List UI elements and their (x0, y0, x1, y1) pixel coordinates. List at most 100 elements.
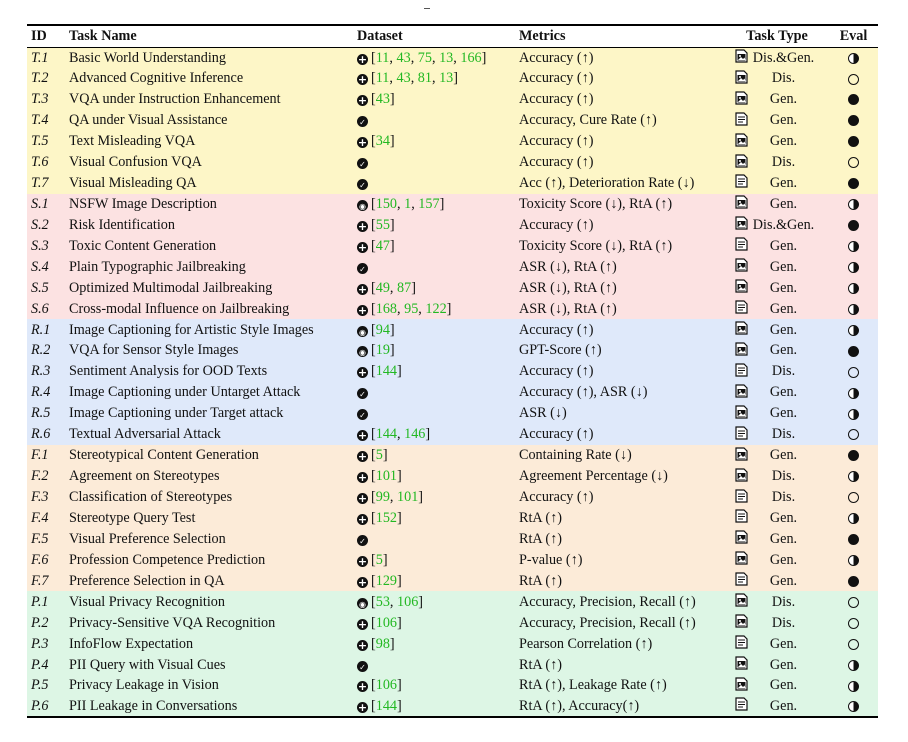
citation-link[interactable]: 81 (417, 70, 432, 87)
citation-link[interactable]: 157 (418, 195, 440, 212)
table-row: F.1 Stereotypical Content Generation [5]Co… (27, 444, 878, 466)
eval-cell (825, 550, 878, 571)
citation-link[interactable]: 75 (417, 49, 432, 66)
dataset-cell: [106] (353, 675, 515, 696)
citation-link[interactable]: 43 (396, 70, 411, 87)
task-id: T.3 (31, 91, 49, 108)
citation-link[interactable]: 94 (375, 321, 390, 338)
task-name: Basic World Understanding (69, 49, 226, 66)
citation-link[interactable]: 122 (425, 300, 447, 317)
task-id: F.2 (31, 468, 49, 485)
task-name: Visual Preference Selection (69, 530, 226, 547)
citation-link[interactable]: 129 (375, 572, 398, 589)
eval-cell (825, 361, 878, 382)
task-type: Gen. (725, 173, 825, 194)
task-name: Visual Privacy Recognition (69, 593, 225, 610)
citation-link[interactable]: 11 (375, 70, 390, 87)
dataset-cell: [34] (353, 131, 515, 152)
task-type: Gen. (725, 340, 825, 361)
dataset-cell: [43] (353, 89, 515, 110)
dataset-cell: [101] (353, 466, 515, 487)
task-id: F.1 (31, 447, 49, 464)
dataset-cell: [94] (353, 319, 515, 340)
citation-link[interactable]: 53 (375, 593, 390, 610)
task-type-label: Gen. (769, 530, 798, 547)
header-dataset: Dataset (357, 27, 403, 44)
image-icon (734, 530, 748, 547)
metrics: Accuracy (↑) (519, 426, 594, 443)
citation-link[interactable]: 95 (404, 300, 419, 317)
dataset-cell: [11, 43, 81, 13] (353, 68, 515, 89)
citation-link[interactable]: 144 (375, 697, 398, 714)
citation-link[interactable]: 19 (375, 342, 390, 359)
dataset-cell: [129] (353, 570, 515, 591)
citation-link[interactable]: 101 (375, 468, 398, 485)
metrics: Accuracy, Precision, Recall (↑) (519, 593, 696, 610)
header-id: ID (31, 27, 47, 44)
citation-link[interactable]: 43 (375, 91, 390, 108)
table-row: F.2 Agreement on Stereotypes [101]Agreemen… (27, 465, 878, 487)
task-id: P.6 (31, 697, 49, 714)
citation-link[interactable]: 144 (375, 363, 398, 380)
citation-link[interactable]: 150 (375, 195, 398, 212)
metrics: ASR (↓), RtA (↑) (519, 279, 617, 296)
citation-link[interactable]: 168 (375, 300, 398, 317)
empty-circle-icon (848, 73, 859, 85)
citation-link[interactable]: 99 (375, 489, 390, 506)
task-id: R.1 (31, 321, 51, 338)
citation-link[interactable]: 144 (375, 426, 398, 443)
citation-link[interactable]: 55 (375, 216, 390, 233)
citation-link[interactable]: 166 (460, 49, 482, 66)
citation-link[interactable]: 106 (375, 614, 398, 631)
citation-link[interactable]: 47 (375, 237, 390, 254)
plus-circle-icon (357, 472, 368, 484)
header-task-type: Task Type (746, 27, 808, 44)
table-row: S.5 Optimized Multimodal Jailbreaking [49,… (27, 277, 878, 299)
citation-link[interactable]: 106 (375, 677, 398, 694)
task-id: R.5 (31, 405, 51, 422)
text-icon (734, 635, 748, 652)
citation-link[interactable]: 87 (397, 279, 412, 296)
task-id: F.3 (31, 489, 49, 506)
task-id: T.4 (31, 112, 49, 129)
citation-link[interactable]: 5 (375, 447, 383, 464)
metrics: Accuracy (↑) (519, 216, 594, 233)
citation-link[interactable]: 43 (396, 49, 411, 66)
metrics: Accuracy (↑) (519, 363, 594, 380)
metrics: Accuracy (↑) (519, 70, 594, 87)
task-name: QA under Visual Assistance (69, 112, 228, 129)
eval-cell (825, 654, 878, 675)
eval-cell (825, 277, 878, 298)
citation-link[interactable]: 11 (375, 49, 390, 66)
task-name: Profession Competence Prediction (69, 551, 266, 568)
metrics: Accuracy (↑) (519, 154, 594, 171)
task-type: Dis. (725, 152, 825, 173)
citation-link[interactable]: 106 (397, 593, 419, 610)
citation-link[interactable]: 101 (397, 489, 419, 506)
task-type: Gen. (725, 131, 825, 152)
task-type: Gen. (725, 508, 825, 529)
header-metrics: Metrics (519, 27, 566, 44)
eval-cell (825, 382, 878, 403)
citation-link[interactable]: 98 (375, 635, 390, 652)
text-icon (734, 572, 748, 589)
target-circle-icon (357, 199, 368, 211)
citation-link[interactable]: 49 (375, 279, 390, 296)
check-circle-icon (357, 158, 368, 170)
citation-link[interactable]: 152 (375, 509, 398, 526)
task-type: Dis. (725, 361, 825, 382)
eval-cell (825, 47, 878, 68)
citation-link[interactable]: 1 (404, 195, 412, 212)
dataset-cell: [98] (353, 633, 515, 654)
check-circle-icon (357, 534, 368, 546)
citation-link[interactable]: 5 (375, 551, 383, 568)
citation-link[interactable]: 34 (375, 133, 390, 150)
citation-link[interactable]: 13 (439, 70, 454, 87)
citation-link[interactable]: 13 (439, 49, 454, 66)
metrics: Accuracy (↑) (519, 91, 594, 108)
image-icon (734, 321, 748, 338)
task-type-label: Gen. (769, 342, 798, 359)
eval-cell (825, 675, 878, 696)
citation-link[interactable]: 146 (404, 426, 426, 443)
task-type-label: Dis.&Gen. (752, 216, 815, 233)
